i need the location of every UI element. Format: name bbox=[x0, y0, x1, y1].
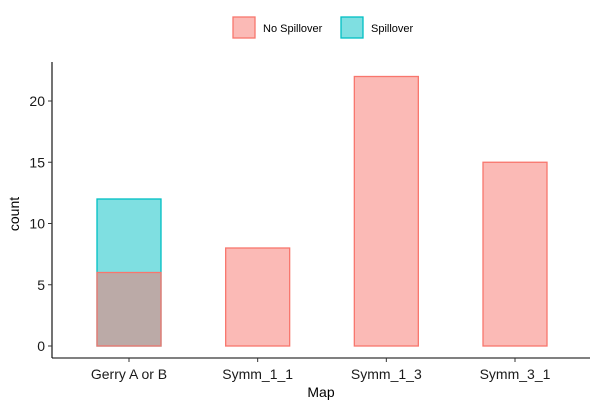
axes-layer bbox=[51, 62, 590, 359]
bar-no-spillover bbox=[482, 161, 548, 347]
y-tick-label: 20 bbox=[29, 93, 45, 109]
x-ticks: Gerry A or B Symm_1_1 Symm_1_3 Symm_3_1 bbox=[91, 358, 551, 382]
x-axis-title: Map bbox=[307, 384, 334, 400]
y-tick-label: 10 bbox=[29, 216, 45, 232]
bar-no-spillover bbox=[96, 271, 162, 347]
x-tick-label: Symm_1_3 bbox=[351, 366, 422, 382]
y-tick-label: 15 bbox=[29, 154, 45, 170]
legend-label: No Spillover bbox=[263, 23, 323, 35]
y-tick-label: 0 bbox=[37, 338, 45, 354]
y-ticks: 0 5 10 15 20 bbox=[29, 93, 52, 354]
bar-no-spillover bbox=[225, 247, 291, 347]
x-tick-label: Symm_1_1 bbox=[222, 366, 293, 382]
bar-no-spillover bbox=[353, 75, 419, 347]
y-axis-title: count bbox=[6, 197, 22, 231]
x-tick-label: Gerry A or B bbox=[91, 366, 167, 382]
legend-key-spillover bbox=[340, 16, 364, 39]
legend: No Spillover Spillover bbox=[232, 16, 414, 39]
legend-key-no-spillover bbox=[232, 16, 256, 39]
bars-layer bbox=[96, 75, 548, 347]
legend-label: Spillover bbox=[371, 23, 414, 35]
y-tick-label: 5 bbox=[37, 277, 45, 293]
x-tick-label: Symm_3_1 bbox=[480, 366, 551, 382]
